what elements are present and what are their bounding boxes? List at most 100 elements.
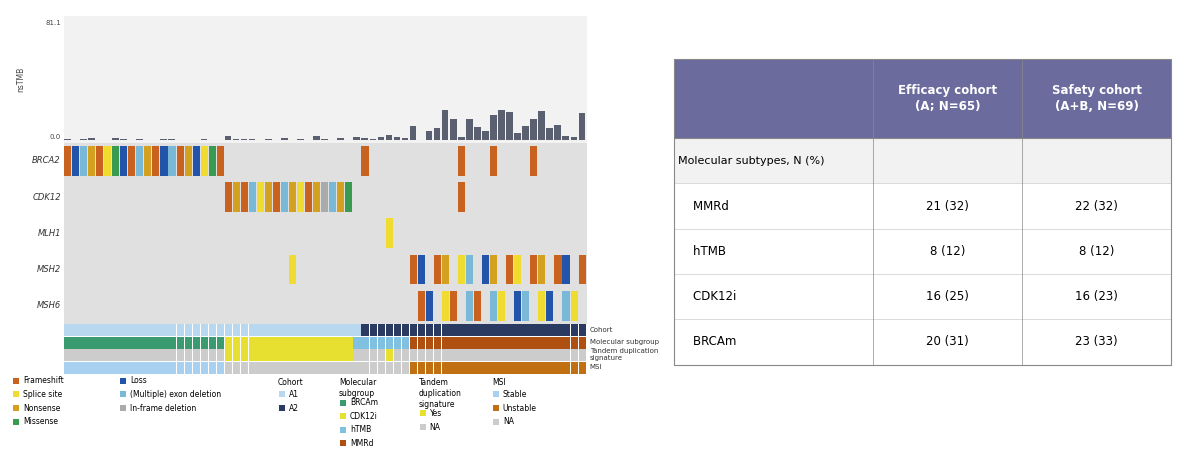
Bar [506, 112, 512, 140]
Bar [474, 362, 481, 374]
Bar [361, 138, 368, 140]
Bar [193, 337, 200, 349]
Bar [322, 349, 329, 361]
Bar [217, 349, 224, 361]
Bar [458, 349, 466, 361]
Bar [394, 362, 401, 374]
Text: BRCAm: BRCAm [678, 335, 737, 348]
Bar [434, 255, 440, 284]
Text: hTMB: hTMB [678, 245, 726, 258]
Bar [152, 324, 160, 336]
Bar [281, 324, 289, 336]
Bar [88, 324, 96, 336]
Bar [120, 349, 128, 361]
Bar [546, 291, 553, 321]
Bar [554, 125, 562, 140]
Bar [137, 337, 144, 349]
Bar [337, 324, 344, 336]
Bar [233, 324, 240, 336]
Bar [673, 183, 1171, 229]
Bar [298, 182, 305, 212]
Bar [474, 349, 481, 361]
Bar [337, 337, 344, 349]
Bar [522, 337, 530, 349]
Text: Tandem duplication
signature: Tandem duplication signature [589, 348, 658, 361]
Bar [418, 324, 425, 336]
Bar [402, 349, 409, 361]
Bar [570, 324, 578, 336]
Bar [554, 362, 562, 374]
Bar [515, 255, 521, 284]
Bar [248, 337, 257, 349]
Bar [322, 337, 329, 349]
Bar [241, 349, 248, 361]
Bar [329, 337, 337, 349]
Bar [137, 324, 144, 336]
Bar [274, 349, 281, 361]
Bar [442, 362, 450, 374]
Bar [305, 337, 313, 349]
Bar [458, 182, 466, 212]
Bar [274, 182, 280, 212]
Bar [490, 349, 498, 361]
Bar [515, 324, 522, 336]
Bar [137, 349, 144, 361]
Bar [88, 362, 96, 374]
Bar [265, 324, 272, 336]
Bar [152, 362, 160, 374]
Bar [137, 139, 143, 140]
Bar [539, 337, 546, 349]
Bar [563, 324, 570, 336]
Bar [418, 362, 425, 374]
Bar [96, 146, 103, 176]
Bar [546, 324, 554, 336]
Bar [530, 324, 538, 336]
Bar [209, 146, 216, 176]
Bar [418, 349, 425, 361]
Bar [185, 337, 192, 349]
Bar [498, 324, 506, 336]
Bar [578, 113, 586, 140]
Bar [539, 362, 546, 374]
Bar [385, 219, 392, 248]
Bar [409, 126, 416, 140]
Bar [337, 349, 344, 361]
Bar [578, 349, 587, 361]
Bar [200, 362, 209, 374]
Bar [298, 362, 305, 374]
Bar [80, 146, 88, 176]
Bar [313, 349, 320, 361]
Bar [96, 349, 103, 361]
Bar [217, 362, 224, 374]
Bar [289, 337, 296, 349]
Bar [673, 59, 1171, 138]
Bar [209, 324, 216, 336]
Bar [394, 337, 401, 349]
Bar [546, 128, 553, 140]
Bar [474, 337, 481, 349]
Bar [450, 337, 457, 349]
Bar [546, 362, 554, 374]
Text: 8 (12): 8 (12) [1079, 245, 1115, 258]
Bar [72, 362, 79, 374]
Bar [466, 119, 473, 140]
Bar [313, 182, 320, 212]
Bar [450, 291, 457, 321]
Bar [506, 255, 514, 284]
Bar [257, 349, 264, 361]
Bar [113, 324, 120, 336]
Text: 21 (32): 21 (32) [926, 200, 968, 213]
Bar [128, 337, 136, 349]
Bar [418, 255, 425, 284]
Bar [563, 349, 570, 361]
Bar [185, 146, 192, 176]
Bar [490, 116, 497, 140]
Bar [281, 337, 289, 349]
Bar [128, 349, 136, 361]
Bar [370, 337, 377, 349]
Bar [570, 291, 577, 321]
Bar [137, 362, 144, 374]
Bar [546, 337, 554, 349]
Bar [72, 146, 79, 176]
Bar [161, 349, 168, 361]
